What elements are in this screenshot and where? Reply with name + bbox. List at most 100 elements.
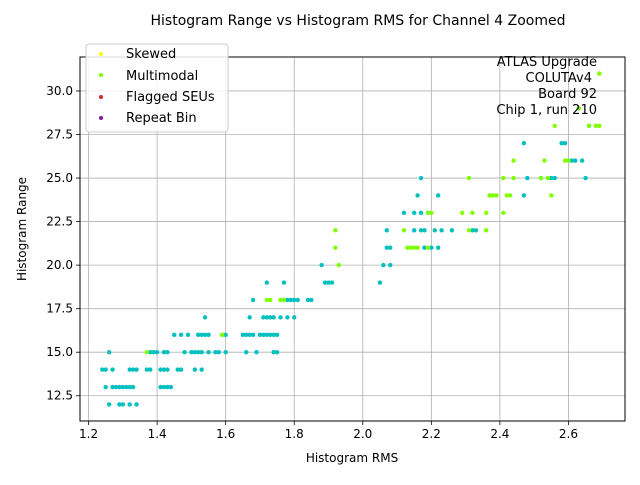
data-point: [158, 384, 163, 390]
data-point: [309, 297, 314, 303]
data-point: [274, 332, 280, 337]
data-point: [521, 141, 527, 146]
data-point: [148, 350, 153, 355]
data-point: [322, 280, 328, 285]
data-point: [483, 228, 489, 233]
data-point: [429, 210, 434, 216]
data-point: [435, 245, 441, 250]
data-point: [120, 384, 126, 390]
data-point: [257, 332, 263, 337]
data-point: [333, 245, 338, 250]
x-tick-label: 2.4: [490, 427, 509, 441]
series-multimodal: [144, 71, 602, 355]
data-point: [130, 367, 136, 372]
data-point: [439, 228, 444, 233]
data-point: [388, 262, 393, 268]
data-point: [422, 228, 427, 233]
data-point: [178, 367, 184, 372]
data-point: [326, 280, 331, 285]
data-point: [247, 315, 252, 320]
data-point: [597, 71, 602, 76]
data-point: [473, 228, 479, 233]
data-point: [244, 332, 249, 337]
data-point: [130, 384, 136, 390]
data-point: [562, 158, 568, 163]
data-point: [545, 175, 551, 181]
data-point: [172, 332, 177, 337]
data-point: [154, 350, 160, 355]
data-point: [411, 228, 417, 233]
data-point: [494, 193, 499, 198]
y-tick-label: 15.0: [46, 345, 73, 359]
y-tick-label: 17.5: [46, 302, 73, 316]
data-point: [165, 367, 170, 372]
data-point: [566, 158, 571, 163]
data-point: [196, 350, 201, 355]
legend-label-flagged-seus: Flagged SEUs: [126, 90, 215, 105]
data-point: [268, 297, 273, 303]
data-point: [223, 350, 228, 355]
data-point: [100, 367, 105, 372]
data-point: [161, 350, 167, 355]
data-point: [161, 367, 167, 372]
data-point: [268, 332, 273, 337]
data-point: [525, 175, 530, 181]
y-tick-label: 12.5: [46, 389, 73, 403]
data-point: [411, 245, 417, 250]
data-point: [271, 332, 276, 337]
data-point: [483, 210, 489, 216]
data-point: [418, 175, 424, 181]
data-point: [429, 245, 434, 250]
data-point: [151, 350, 156, 355]
data-point: [333, 228, 338, 233]
data-point: [401, 228, 407, 233]
data-point: [127, 384, 132, 390]
data-point: [216, 350, 222, 355]
data-point: [432, 228, 437, 233]
data-point: [250, 297, 256, 303]
data-point: [117, 384, 122, 390]
data-point: [425, 210, 431, 216]
data-point: [573, 158, 578, 163]
data-point: [264, 315, 270, 320]
data-point: [281, 280, 287, 285]
data-point: [134, 402, 139, 407]
data-point: [144, 367, 150, 372]
data-point: [199, 350, 204, 355]
data-point: [381, 262, 386, 268]
data-point: [106, 350, 112, 355]
data-point: [418, 228, 424, 233]
data-point: [295, 297, 300, 303]
data-point: [182, 350, 187, 355]
data-point: [161, 384, 167, 390]
data-point: [120, 402, 126, 407]
data-point: [329, 280, 335, 285]
x-axis-label: Histogram RMS: [306, 451, 398, 465]
data-point: [449, 228, 455, 233]
data-point: [405, 245, 410, 250]
data-point: [292, 315, 297, 320]
data-point: [549, 175, 554, 181]
plot-area-frame: [79, 56, 626, 422]
data-point: [247, 332, 252, 337]
x-tick-label: 2.0: [353, 427, 372, 441]
legend-label-multimodal: Multimodal: [126, 69, 198, 84]
y-tick-label: 27.5: [46, 128, 73, 142]
data-point: [504, 193, 509, 198]
data-point: [487, 193, 492, 198]
data-point: [192, 350, 198, 355]
x-axis-ticks: 1.2 1.4 1.6 1.8 2.0 2.2 2.4 2.6: [79, 421, 578, 441]
data-point: [552, 123, 557, 128]
data-point: [250, 332, 256, 337]
y-axis-ticks: 12.5 15.0 17.5 20.0 22.5 25.0 27.5 30.0: [46, 84, 80, 403]
data-point: [552, 175, 557, 181]
data-point: [113, 384, 119, 390]
data-point: [103, 367, 108, 372]
data-point: [288, 297, 294, 303]
legend-marker-multimodal: [99, 73, 103, 77]
x-tick-label: 1.4: [148, 427, 167, 441]
data-point: [459, 210, 465, 216]
data-point: [576, 106, 581, 111]
data-point: [178, 332, 184, 337]
data-points: [100, 71, 602, 407]
